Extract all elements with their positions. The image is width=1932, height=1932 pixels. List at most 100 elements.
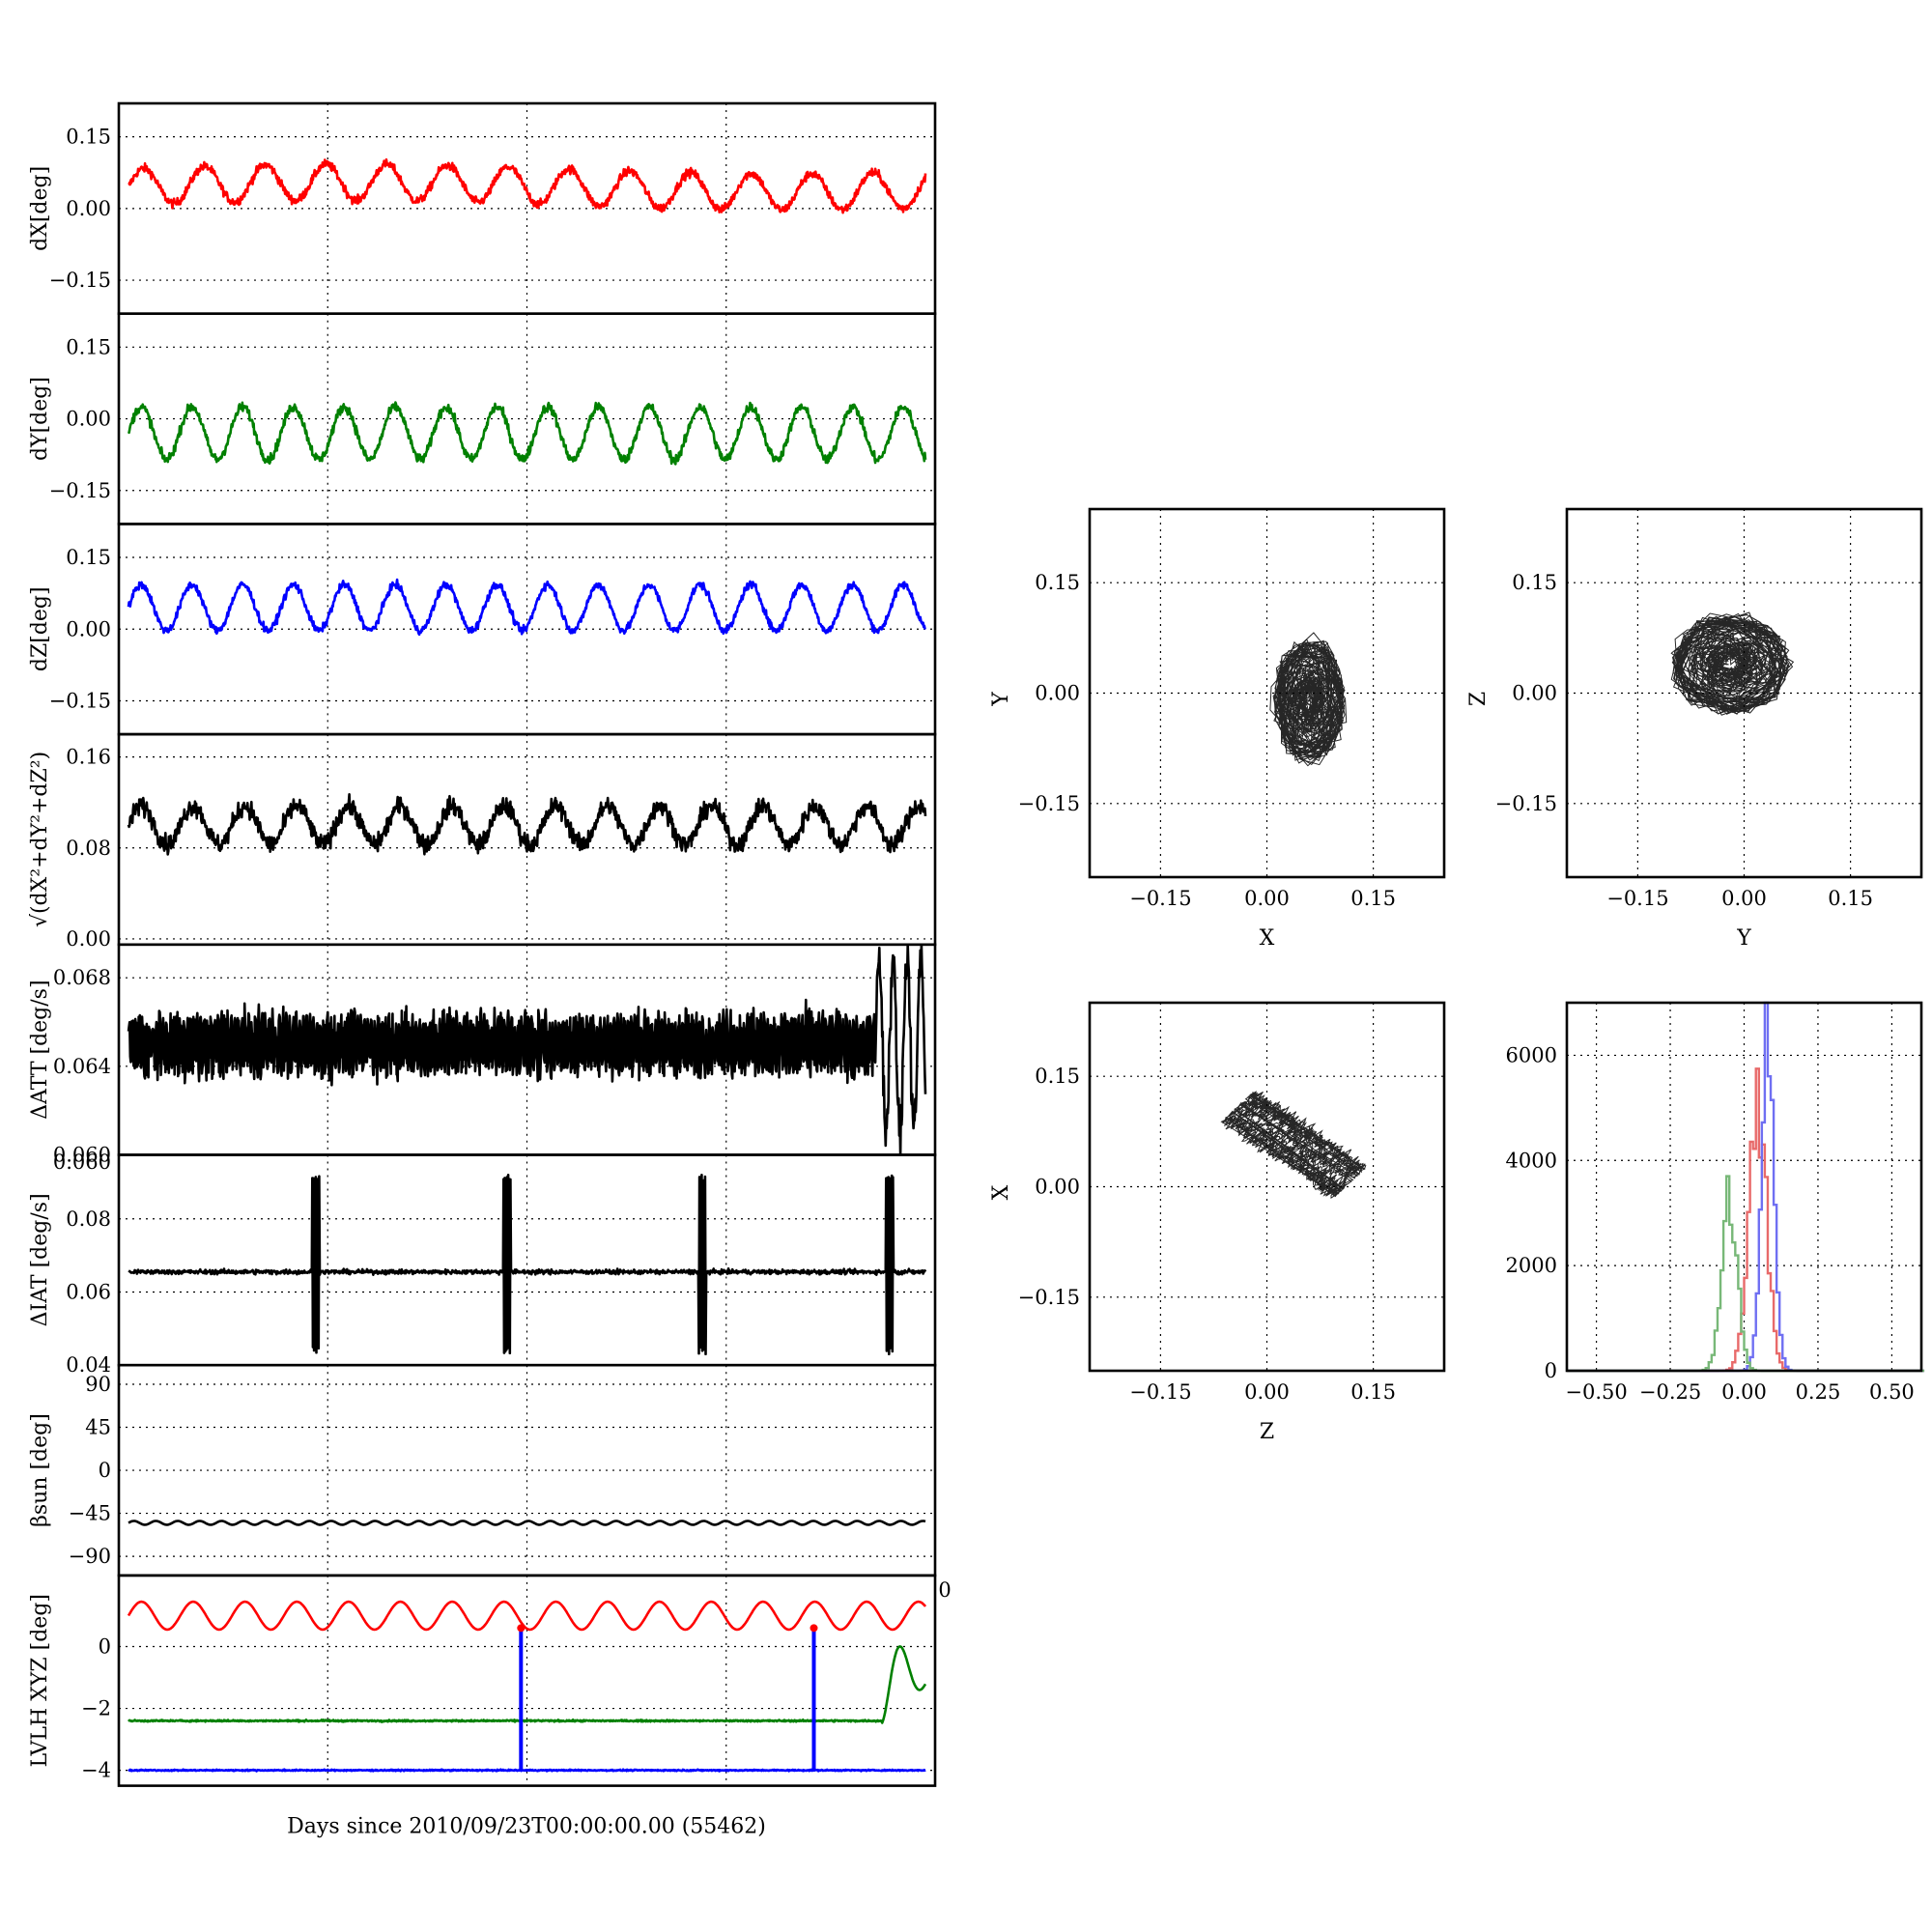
xlabel-zx: Z — [1260, 1420, 1274, 1444]
xtick-label: 0.15 — [1350, 1380, 1396, 1404]
ytick-label: 0.15 — [66, 335, 111, 358]
ytick-label: −0.15 — [49, 479, 111, 502]
panel-beta: 90 45 0 −45 −90 βsun [deg] — [28, 1363, 937, 1577]
panel-frame — [117, 1153, 937, 1367]
ytick-label: 0.00 — [66, 617, 111, 640]
histogram-series-1 — [1567, 1001, 1925, 1373]
ytick-label: 0.15 — [1035, 571, 1080, 594]
ylabel-yz: Z — [1466, 692, 1491, 706]
ylabel-lvlh: LVLH XYZ [deg] — [28, 1594, 52, 1768]
ytick-label: 0 — [99, 1459, 111, 1482]
panel-dx: 0.15 0.00 −0.15 dX[deg] — [28, 101, 937, 315]
xlabel: Days since 2010/09/23T00:00:00.00 (55462… — [287, 1815, 766, 1839]
xtick-label: 0.25 — [1796, 1380, 1841, 1404]
ytick-label: 0 — [99, 1635, 111, 1659]
ytick-label: 0.00 — [66, 408, 111, 431]
ytick-label: 0.00 — [1512, 682, 1557, 705]
ytick-label: −45 — [69, 1502, 111, 1525]
ytick-label: 90 — [85, 1373, 111, 1396]
ytick-label: −0.15 — [49, 689, 111, 712]
series-datt-0 — [127, 943, 927, 1156]
right-zero-label: 0 — [938, 1578, 951, 1602]
trajectory-xy — [1269, 632, 1348, 767]
ytick-label: −0.15 — [1018, 1286, 1080, 1309]
ytick-label: 0.08 — [66, 837, 111, 860]
xlabel-xy: X — [1260, 926, 1275, 951]
ytick-label: 0.060 — [53, 1144, 111, 1167]
ytick-label: 0.15 — [66, 546, 111, 569]
ytick-label: −90 — [69, 1545, 111, 1568]
xtick-label: −0.25 — [1639, 1380, 1701, 1404]
ytick-label: 0.00 — [66, 927, 111, 951]
ylabel-xy: Y — [989, 692, 1013, 707]
ytick-label: 0.08 — [66, 1208, 111, 1231]
panel-frame — [1565, 1001, 1923, 1373]
ylabel-zx: X — [989, 1184, 1013, 1200]
ylabel-dx: dX[deg] — [28, 166, 52, 251]
histogram-series-0 — [1567, 1067, 1925, 1373]
xtick-label: −0.15 — [1129, 887, 1191, 910]
ytick-label: 0.064 — [53, 1055, 111, 1078]
ytick-label: 0 — [1545, 1359, 1557, 1382]
xtick-label: 0.50 — [1869, 1380, 1915, 1404]
scatter-panel-zx: −0.15 −0.15 0.00 0.00 0.15 0.15 Z X — [989, 1001, 1446, 1444]
xtick-label: −0.15 — [1606, 887, 1668, 910]
vertical-marker-top — [810, 1624, 818, 1633]
ytick-label: 0.15 — [66, 126, 111, 149]
ytick-label: −2 — [81, 1697, 111, 1720]
panel-frame — [117, 1574, 937, 1787]
ytick-label: 0.15 — [1512, 571, 1557, 594]
vertical-marker-top — [517, 1624, 526, 1633]
panel-lvlh: 0 −2 −4 LVLH XYZ [deg] Days since 2010/09/23… — [28, 1574, 937, 1839]
scatter-panel-xy: −0.15 −0.15 0.00 0.00 0.15 0.15 X Y — [989, 507, 1446, 951]
panel-dr: 0.16 0.08 0.00 √(dX²+dY²+dZ²) — [28, 732, 937, 951]
histogram-panel: −0.50 −0.25 0.00 0.25 0.50 0 2000 4000 6000 — [1506, 1001, 1925, 1404]
ylabel-dy: dY[deg] — [28, 377, 52, 461]
series-beta-0 — [128, 1520, 926, 1526]
series-diat-0 — [128, 1174, 927, 1355]
panel-frame — [1565, 507, 1923, 879]
panel-dy: 0.15 0.00 −0.15 dY[deg] — [28, 312, 937, 526]
ytick-label: 6000 — [1506, 1043, 1557, 1066]
ytick-label: 0.068 — [53, 966, 111, 989]
scatter-panel-yz: −0.15 −0.15 0.00 0.00 0.15 0.15 Y Z — [1466, 507, 1923, 951]
overlap-tick-label: 0.060 — [53, 1151, 111, 1174]
ytick-label: 2000 — [1506, 1254, 1557, 1277]
histogram-series-2 — [1567, 1175, 1925, 1373]
series-lvlh-2 — [128, 1768, 926, 1773]
panel-datt: 0.068 0.064 0.060 ΔATT [deg/s] — [28, 943, 937, 1167]
xtick-label: −0.50 — [1565, 1380, 1627, 1404]
xtick-label: 0.00 — [1721, 1380, 1767, 1404]
xtick-label: 0.00 — [1721, 887, 1767, 910]
ytick-label: 45 — [85, 1416, 111, 1439]
ylabel-datt: ΔATT [deg/s] — [28, 980, 52, 1119]
xlabel-yz: Y — [1736, 926, 1751, 951]
trajectory-yz — [1670, 611, 1795, 716]
ytick-label: −4 — [81, 1759, 111, 1782]
ytick-label: 0.00 — [1035, 1176, 1080, 1199]
series-dz-0 — [127, 578, 926, 637]
ytick-label: 0.15 — [1035, 1065, 1080, 1088]
ylabel-dz: dZ[deg] — [28, 586, 52, 671]
trajectory-zx — [1220, 1091, 1367, 1200]
ytick-label: 0.16 — [66, 746, 111, 769]
ytick-label: 0.00 — [66, 197, 111, 220]
panel-frame — [1088, 507, 1446, 879]
ytick-label: −0.15 — [1018, 792, 1080, 815]
panel-dz: 0.15 0.00 −0.15 dZ[deg] — [28, 523, 937, 736]
panel-diat: 0.08 0.06 0.04 ΔIAT [deg/s] — [28, 1153, 937, 1377]
ytick-label: 0.06 — [66, 1280, 111, 1303]
series-dx-0 — [128, 157, 927, 214]
ytick-label: 0.04 — [66, 1353, 111, 1377]
panel-frame — [1088, 1001, 1446, 1373]
ylabel-beta: βsun [deg] — [28, 1413, 52, 1527]
ytick-label: −0.15 — [1495, 792, 1557, 815]
ytick-label: −0.15 — [49, 269, 111, 292]
series-dy-0 — [127, 401, 927, 466]
xtick-label: 0.00 — [1244, 1380, 1290, 1404]
ytick-label: 4000 — [1506, 1149, 1557, 1172]
ytick-label: 0.00 — [1035, 682, 1080, 705]
xtick-label: 0.15 — [1828, 887, 1873, 910]
xtick-label: 0.15 — [1350, 887, 1396, 910]
